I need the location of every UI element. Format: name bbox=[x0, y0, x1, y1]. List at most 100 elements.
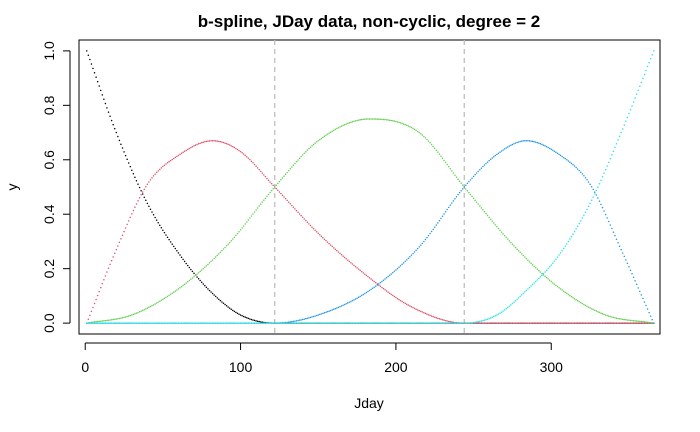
data-point bbox=[360, 270, 363, 273]
data-point bbox=[493, 315, 495, 318]
data-point bbox=[337, 251, 340, 253]
data-point bbox=[281, 177, 284, 179]
data-point bbox=[275, 187, 278, 190]
data-point bbox=[626, 116, 629, 119]
data-point bbox=[339, 126, 341, 128]
data-point bbox=[631, 319, 633, 322]
data-point bbox=[112, 318, 114, 321]
data-point bbox=[626, 322, 629, 324]
data-point bbox=[300, 155, 302, 158]
data-point bbox=[171, 158, 173, 161]
chart-title: b-spline, JDay data, non-cyclic, degree … bbox=[198, 12, 540, 31]
data-point bbox=[359, 269, 361, 272]
data-point bbox=[359, 119, 361, 121]
data-point bbox=[617, 241, 619, 244]
data-point bbox=[444, 319, 447, 322]
data-point bbox=[204, 322, 206, 324]
data-point bbox=[483, 322, 486, 324]
data-point bbox=[154, 303, 156, 305]
data-point bbox=[618, 135, 621, 138]
data-point bbox=[606, 322, 608, 324]
data-point bbox=[528, 286, 531, 289]
data-point bbox=[382, 322, 385, 324]
data-point bbox=[149, 322, 152, 324]
data-point bbox=[239, 314, 242, 316]
data-point bbox=[491, 157, 493, 159]
data-point bbox=[609, 157, 612, 160]
data-point bbox=[451, 321, 453, 323]
data-point bbox=[645, 304, 647, 307]
data-point bbox=[584, 176, 587, 179]
data-point bbox=[606, 165, 608, 167]
data-point bbox=[609, 322, 612, 324]
data-point bbox=[437, 222, 439, 224]
data-point bbox=[617, 317, 619, 320]
data-point bbox=[534, 322, 537, 324]
data-point bbox=[435, 322, 438, 324]
data-point bbox=[639, 320, 641, 323]
data-point bbox=[381, 118, 383, 121]
data-point bbox=[520, 140, 523, 142]
data-point bbox=[617, 322, 619, 324]
data-point bbox=[634, 280, 636, 282]
data-point bbox=[163, 164, 166, 166]
data-point bbox=[202, 322, 205, 324]
data-point bbox=[401, 263, 403, 266]
data-point bbox=[590, 307, 593, 310]
data-point bbox=[292, 164, 295, 166]
data-point bbox=[570, 295, 573, 298]
data-point bbox=[530, 140, 532, 142]
data-point bbox=[533, 265, 535, 267]
data-point bbox=[193, 275, 195, 278]
data-point bbox=[398, 266, 400, 268]
data-point bbox=[600, 312, 602, 314]
data-point bbox=[322, 237, 324, 239]
data-point bbox=[447, 322, 450, 324]
data-point bbox=[510, 241, 512, 244]
plot-box bbox=[78, 39, 661, 335]
data-point bbox=[224, 142, 226, 144]
data-point bbox=[409, 125, 411, 128]
data-point bbox=[625, 319, 627, 321]
data-point bbox=[426, 313, 428, 315]
data-point bbox=[173, 291, 175, 293]
data-point bbox=[118, 317, 121, 320]
data-point bbox=[179, 322, 181, 324]
data-point bbox=[322, 322, 324, 324]
data-point bbox=[93, 72, 96, 74]
data-point bbox=[412, 322, 414, 324]
data-point bbox=[113, 252, 116, 254]
data-point bbox=[103, 279, 105, 281]
data-point bbox=[101, 282, 104, 285]
data-point bbox=[452, 172, 455, 174]
data-point bbox=[531, 140, 534, 143]
data-point bbox=[263, 199, 265, 201]
data-point bbox=[224, 322, 226, 324]
data-point bbox=[174, 247, 177, 250]
data-point bbox=[342, 124, 344, 127]
data-point bbox=[513, 322, 515, 324]
data-point bbox=[592, 188, 594, 191]
data-point bbox=[649, 321, 652, 324]
data-point bbox=[107, 322, 110, 324]
data-point bbox=[112, 322, 114, 324]
data-point bbox=[516, 298, 518, 301]
data-point bbox=[581, 302, 584, 305]
data-point bbox=[106, 271, 108, 273]
data-point bbox=[479, 320, 481, 323]
data-point bbox=[284, 197, 287, 200]
data-point bbox=[491, 316, 493, 318]
data-point bbox=[555, 284, 557, 287]
data-point bbox=[482, 209, 484, 211]
data-point bbox=[303, 318, 305, 320]
data-point bbox=[132, 209, 135, 212]
data-point bbox=[472, 175, 475, 178]
data-point bbox=[239, 322, 242, 324]
data-point bbox=[348, 122, 351, 124]
data-point bbox=[295, 320, 298, 322]
data-point bbox=[132, 173, 135, 175]
data-point bbox=[249, 217, 251, 219]
data-point bbox=[340, 305, 343, 307]
data-point bbox=[404, 322, 406, 324]
